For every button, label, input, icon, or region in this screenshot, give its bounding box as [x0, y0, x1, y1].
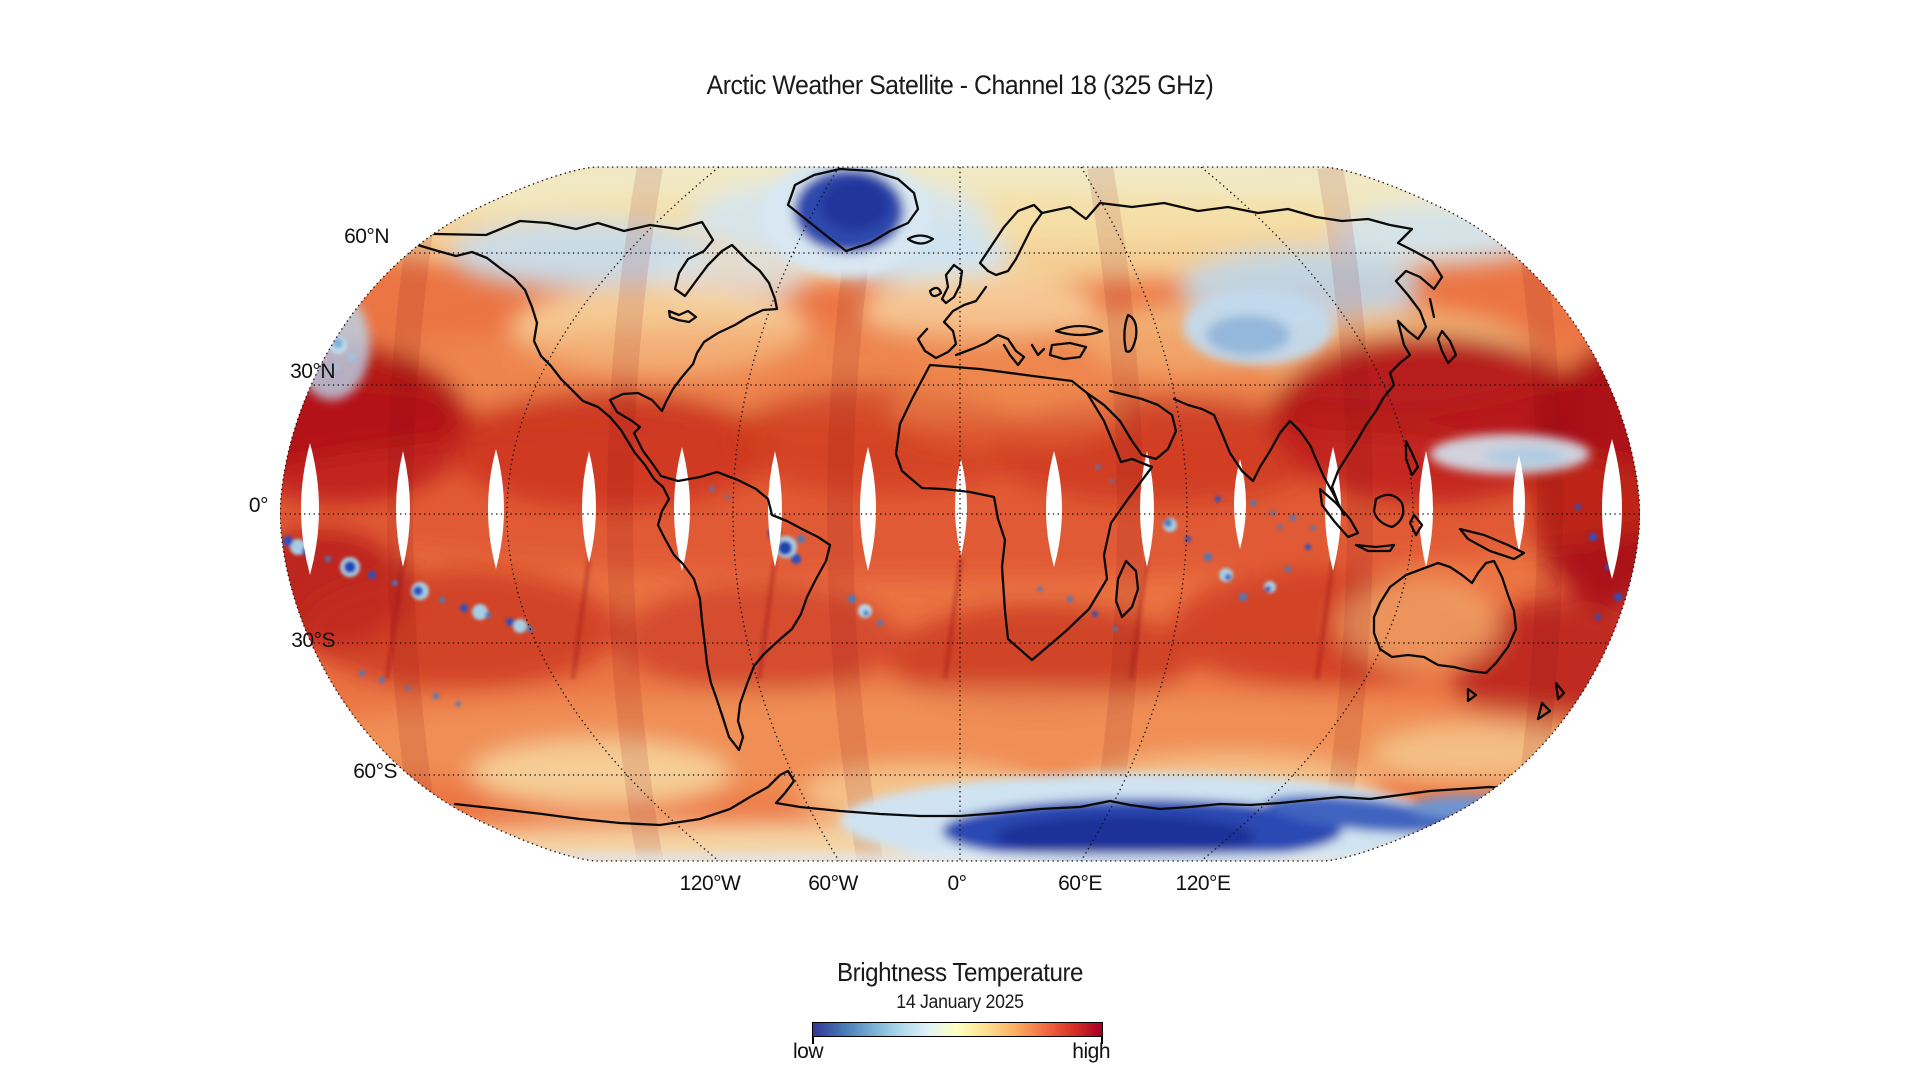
coast-africa [894, 363, 1154, 662]
lat-label-60n: 60°N [344, 225, 389, 248]
lat-label-30n: 30°N [290, 360, 335, 383]
coast-asia [1040, 201, 1444, 517]
colorbar-gradient [812, 1022, 1103, 1037]
coast-americas [386, 219, 832, 752]
colorbar-tick-min [812, 1037, 814, 1044]
cold-regions [294, 167, 1590, 861]
coast-japan [1428, 297, 1458, 365]
lat-label-30s: 30°S [291, 629, 335, 652]
coast-iceland [906, 234, 935, 245]
coast-caspian-sea [1123, 313, 1138, 353]
coast-greenland [786, 167, 920, 253]
lon-label-0: 0° [947, 872, 967, 895]
world-map-figure [280, 166, 1640, 862]
colorbar-min-label: low [793, 1040, 824, 1063]
coast-new-zealand [1536, 681, 1566, 721]
colorbar-max-label: high [1072, 1040, 1110, 1063]
equator-data-gaps [301, 439, 1622, 579]
lon-label-120e: 120°E [1175, 872, 1231, 895]
coast-philippines [1404, 439, 1420, 477]
coast-new-guinea [1458, 527, 1526, 561]
coast-uk-ireland [928, 263, 964, 305]
lat-label-0: 0° [248, 494, 269, 517]
colorbar-title: Brightness Temperature [836, 957, 1084, 987]
map-boundary [280, 166, 1640, 862]
lon-label-60w: 60°W [808, 872, 858, 895]
coast-great-lakes [667, 309, 698, 324]
figure-title: Arctic Weather Satellite - Channel 18 (3… [706, 70, 1214, 100]
coast-borneo [1372, 493, 1405, 529]
coast-australia [1372, 559, 1518, 703]
brightness-field-blobs [280, 167, 1640, 861]
lon-label-60e: 60°E [1058, 872, 1102, 895]
lat-label-60s: 60°S [353, 760, 397, 783]
graticule [280, 167, 1640, 861]
colorbar-date: 14 January 2025 [896, 992, 1024, 1013]
coast-sumatra-java [1318, 487, 1396, 553]
coast-arabia [1085, 389, 1178, 461]
swath-shadows [384, 558, 1336, 680]
coast-black-sea [1054, 324, 1104, 337]
coast-madagascar [1114, 559, 1140, 619]
coastlines [386, 167, 1612, 827]
coast-sulawesi [1408, 513, 1424, 537]
lon-label-120w: 120°W [679, 872, 741, 895]
coast-scandinavia [978, 203, 1044, 277]
colorbar-tick-max [1101, 1037, 1103, 1044]
coast-antarctica [453, 769, 1612, 827]
coast-mediterranean [954, 333, 1088, 367]
coast-europe [916, 285, 988, 360]
